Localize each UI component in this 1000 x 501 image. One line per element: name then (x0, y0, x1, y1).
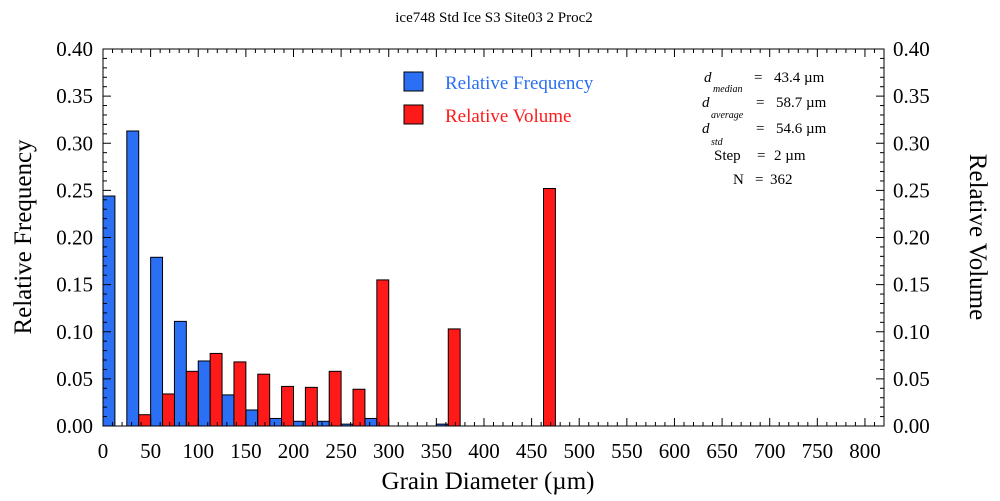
frequency-bar (316, 420, 330, 427)
y-tick-label-right: 0.40 (893, 37, 930, 61)
volume-bar (543, 187, 556, 427)
stat-std-equals: = (756, 121, 764, 137)
volume-bar (304, 386, 318, 427)
y-tick-label-right: 0.15 (893, 273, 930, 297)
volume-bar (233, 361, 247, 427)
stat-std-sub: std (711, 137, 724, 148)
frequency-bar (126, 130, 140, 427)
volume-bar (328, 370, 342, 427)
stat-n-value: 362 (770, 172, 793, 188)
plot-frame (102, 48, 885, 427)
stat-average-sub: average (711, 110, 744, 121)
stat-std-value: 54.6 µm (776, 121, 827, 137)
y-tick-label-left: 0.05 (56, 367, 93, 391)
frequency-bar (221, 394, 235, 427)
y-axis-title-right: Relative Volume (964, 154, 991, 320)
y-tick-label-left: 0.25 (56, 178, 93, 202)
x-tick-label: 800 (849, 439, 881, 463)
stat-step-label: Step (714, 148, 741, 164)
x-tick-label: 600 (659, 439, 691, 463)
stat-step-equals: = (757, 148, 765, 164)
volume-bar (138, 414, 152, 427)
stat-n-equals: = (755, 172, 763, 188)
x-axis-title: Grain Diameter (µm) (382, 468, 595, 495)
y-tick-label-left: 0.15 (56, 273, 93, 297)
y-tick-label-right: 0.10 (893, 320, 930, 344)
y-tick-label-right: 0.35 (893, 84, 930, 108)
frequency-bar (173, 320, 187, 427)
y-tick-label-right: 0.30 (893, 131, 930, 155)
stat-average-value: 58.7 µm (776, 95, 827, 111)
stat-n-label: N (733, 172, 744, 188)
x-tick-label: 700 (754, 439, 786, 463)
stat-std-symbol: d (702, 121, 710, 137)
stat-average-symbol: d (702, 95, 710, 111)
x-tick-label: 50 (140, 439, 161, 463)
legend-swatch-frequency (403, 71, 424, 92)
volume-bar (281, 385, 294, 427)
stat-average-equals: = (756, 95, 764, 111)
y-tick-label-left: 0.20 (56, 226, 93, 250)
stat-median-symbol: d (704, 70, 712, 86)
frequency-bar (150, 256, 164, 427)
legend-swatch-volume (403, 104, 424, 125)
frequency-bar (269, 417, 283, 427)
volume-bar (257, 373, 271, 427)
x-tick-label: 200 (278, 439, 310, 463)
x-tick-label: 550 (611, 439, 643, 463)
bars-group (102, 130, 556, 427)
frequency-bar (364, 417, 378, 427)
volume-bar (352, 388, 366, 427)
x-tick-label: 100 (182, 439, 214, 463)
x-tick-label: 750 (802, 439, 834, 463)
y-tick-label-left: 0.00 (56, 414, 93, 438)
stat-step-value: 2 µm (774, 148, 806, 164)
ticks-group: 0 50 100 150 200 250 300 350 400 450 500 550 600 650 7… (56, 37, 930, 463)
y-tick-label-left: 0.30 (56, 131, 93, 155)
x-tick-label: 650 (706, 439, 738, 463)
frequency-bar (292, 420, 306, 427)
frequency-bar (245, 409, 259, 427)
chart-title: ice748 Std Ice S3 Site03 2 Proc2 (395, 10, 592, 26)
stat-median-sub: median (713, 84, 742, 95)
volume-bar (185, 370, 199, 427)
legend: Relative Frequency Relative Volume (403, 71, 594, 127)
volume-bar (162, 393, 175, 427)
y-tick-label-left: 0.40 (56, 37, 93, 61)
legend-label-frequency: Relative Frequency (445, 73, 594, 94)
x-tick-label: 150 (230, 439, 262, 463)
x-tick-label: 400 (468, 439, 500, 463)
x-tick-label: 250 (325, 439, 357, 463)
x-tick-label: 0 (98, 439, 109, 463)
x-tick-label: 450 (516, 439, 548, 463)
y-tick-label-left: 0.10 (56, 320, 93, 344)
y-tick-label-right: 0.05 (893, 367, 930, 391)
volume-bar (209, 352, 223, 427)
y-tick-label-left: 0.35 (56, 84, 93, 108)
y-tick-label-right: 0.00 (893, 414, 930, 438)
frequency-bar (197, 360, 211, 427)
y-axis-title-left: Relative Frequency (10, 139, 37, 335)
stat-median-equals: = (754, 70, 762, 86)
x-tick-label: 350 (421, 439, 453, 463)
x-tick-label: 300 (373, 439, 405, 463)
x-tick-label: 500 (563, 439, 595, 463)
stats-box: d median = 43.4 µm d average = 58.7 µm d… (702, 70, 827, 188)
y-tick-label-right: 0.20 (893, 226, 930, 250)
volume-bar (447, 328, 461, 427)
stat-median-value: 43.4 µm (774, 70, 825, 86)
frequency-bar (102, 195, 116, 427)
legend-label-volume: Relative Volume (445, 106, 571, 127)
y-tick-label-right: 0.25 (893, 178, 930, 202)
volume-bar (376, 279, 390, 427)
